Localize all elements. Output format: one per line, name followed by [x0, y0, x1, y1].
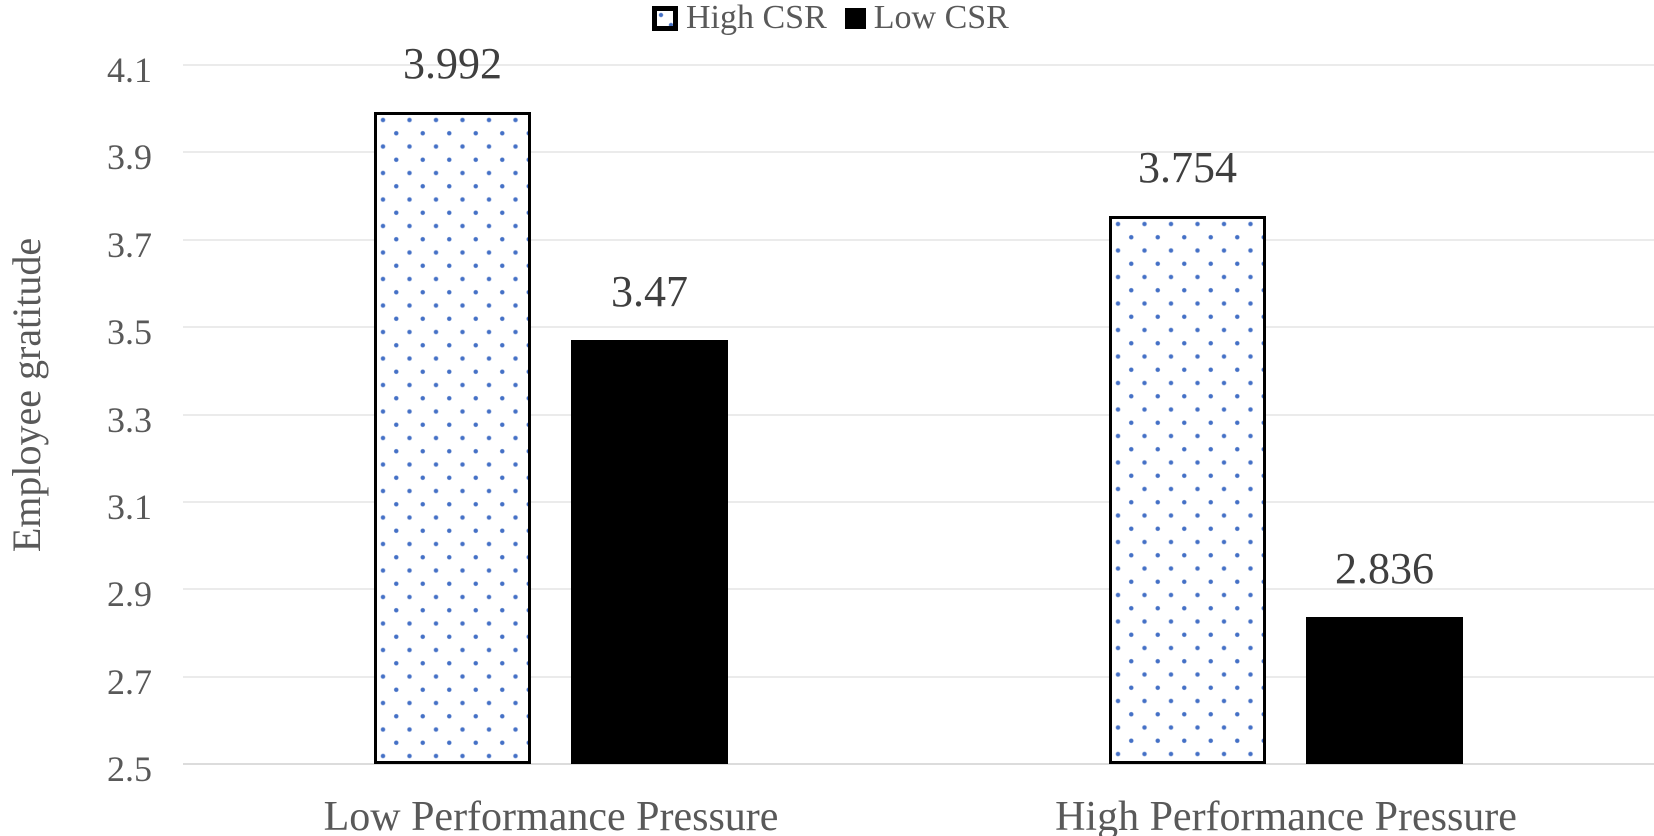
y-tick-label-3.1: 3.1 [107, 486, 152, 527]
gridline-4.1 [183, 64, 1654, 66]
bar-low-csr-high-performance-pressure [1306, 617, 1463, 764]
y-tick-label-2.7: 2.7 [107, 661, 152, 702]
gridline-2.9 [183, 588, 1654, 591]
legend-label-high-csr: High CSR [686, 0, 827, 36]
y-tick-label-3.9: 3.9 [107, 137, 152, 178]
bar-low-csr-low-performance-pressure [571, 340, 728, 764]
gridline-2.5 [183, 763, 1654, 765]
legend-swatch-low-csr-icon [844, 7, 866, 29]
gridline-3.3 [183, 413, 1654, 416]
data-label-high-csr-low-performance-pressure: 3.992 [403, 39, 502, 89]
legend: High CSR Low CSR [652, 1, 1009, 35]
data-label-high-csr-high-performance-pressure: 3.754 [1138, 143, 1237, 193]
y-tick-label-4.1: 4.1 [107, 50, 152, 90]
legend-item-low-csr: Low CSR [844, 0, 1009, 36]
legend-item-high-csr: High CSR [652, 1, 827, 35]
category-label-low-performance-pressure: Low Performance Pressure [323, 794, 779, 836]
bar-high-csr-low-performance-pressure [374, 112, 531, 764]
gridline-3.7 [183, 238, 1654, 241]
y-tick-label-2.9: 2.9 [107, 574, 152, 615]
gridline-2.7 [183, 675, 1654, 678]
gridline-3.1 [183, 500, 1654, 503]
y-tick-label-3.5: 3.5 [107, 312, 152, 353]
legend-label-low-csr: Low CSR [873, 0, 1009, 36]
bar-high-csr-high-performance-pressure [1109, 216, 1266, 764]
y-tick-label-3.7: 3.7 [107, 224, 152, 265]
y-tick-label-3.3: 3.3 [107, 399, 152, 440]
data-label-low-csr-low-performance-pressure: 3.47 [611, 267, 688, 317]
data-label-low-csr-high-performance-pressure: 2.836 [1335, 544, 1434, 594]
gridline-3.9 [183, 151, 1654, 154]
y-tick-label-2.5: 2.5 [107, 749, 152, 789]
gridline-3.5 [183, 326, 1654, 329]
category-label-high-performance-pressure: High Performance Pressure [1055, 794, 1517, 836]
legend-swatch-high-csr-icon [652, 5, 678, 31]
